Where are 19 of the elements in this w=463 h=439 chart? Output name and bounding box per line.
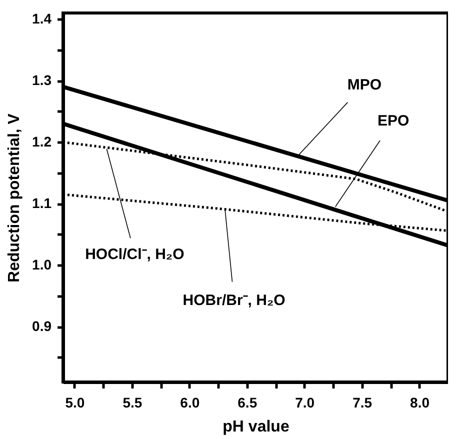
x-tick-label: 5.0 — [65, 394, 85, 410]
annotation: HOCl/Cl⁻, H₂O — [85, 246, 185, 263]
x-axis-title: pH value — [222, 418, 290, 436]
y-axis-title: Reduction potential, V — [6, 113, 24, 282]
annotation: MPO — [347, 76, 382, 94]
y-tick-label: 1.0 — [32, 256, 52, 273]
x-tick-label: 6.5 — [238, 394, 258, 410]
x-tick-label: 7.5 — [352, 394, 372, 410]
x-tick-label: 8.0 — [410, 394, 430, 410]
x-tick-label: 6.0 — [180, 394, 200, 410]
annotation: EPO — [378, 112, 410, 130]
x-tick-label: 7.0 — [295, 394, 315, 410]
y-tick-label: 1.3 — [32, 72, 52, 88]
x-tick-label: 5.5 — [122, 394, 142, 410]
y-tick-label: 0.9 — [32, 318, 52, 334]
y-tick-label: 1.2 — [32, 134, 52, 150]
y-tick-label: 1.4 — [32, 10, 52, 27]
y-tick-label: 1.1 — [32, 195, 52, 212]
annotation: HOBr/Br⁻, H₂O — [182, 292, 286, 309]
